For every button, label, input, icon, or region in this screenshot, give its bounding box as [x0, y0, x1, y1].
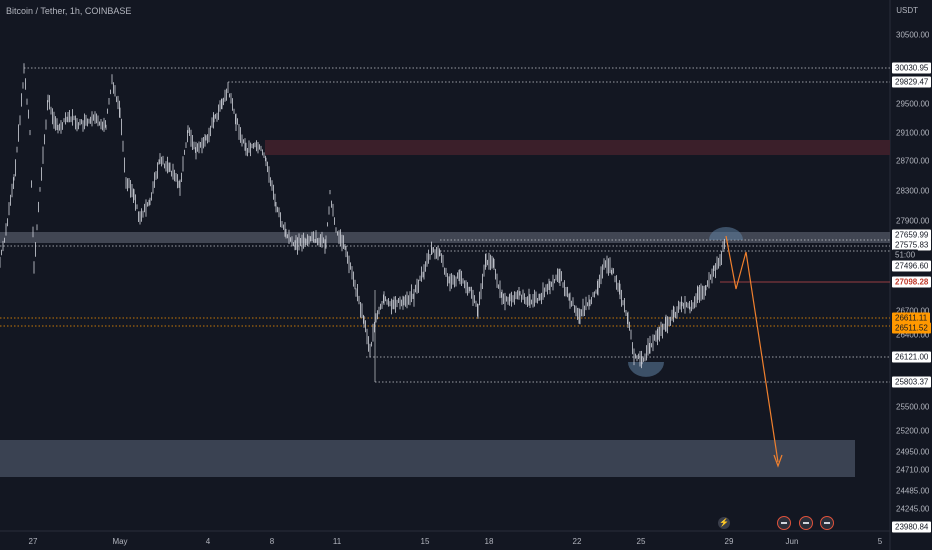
- x-tick: 22: [572, 537, 582, 546]
- event-icon[interactable]: [820, 516, 834, 530]
- y-tick: 24950.00: [896, 447, 930, 457]
- lightning-icon[interactable]: ⚡: [718, 517, 730, 529]
- x-tick: 8: [269, 537, 275, 546]
- y-tick: 25200.00: [896, 426, 930, 436]
- projection-arrowhead: [773, 454, 783, 468]
- y-tick: 25500.00: [896, 402, 930, 412]
- x-tick: Jun: [785, 537, 799, 546]
- y-tick: 24485.00: [896, 486, 930, 496]
- price-candles: [0, 63, 725, 369]
- price-label: 26121.00: [892, 351, 932, 363]
- support-resistance-zone: [0, 232, 890, 243]
- price-label: 26611.11: [892, 312, 931, 324]
- countdown-label: 51:00: [892, 249, 919, 261]
- x-tick: 18: [484, 537, 494, 546]
- x-tick: 4: [205, 537, 211, 546]
- x-tick: 29: [724, 537, 734, 546]
- projection-path: [725, 235, 779, 463]
- x-tick: 5: [877, 537, 883, 546]
- event-icon[interactable]: [799, 516, 813, 530]
- top-highlight-arc: [709, 227, 743, 240]
- y-tick: 26700.00: [896, 306, 930, 316]
- y-tick: 27900.00: [896, 216, 930, 226]
- y-tick: 28300.00: [896, 186, 930, 196]
- price-label: 27575.83: [892, 239, 932, 251]
- y-tick: 26400.00: [896, 330, 930, 340]
- x-tick: May: [112, 537, 128, 546]
- x-tick: 25: [636, 537, 646, 546]
- resistance-zone: [265, 140, 890, 155]
- current-price-label: 27098.28: [892, 276, 932, 288]
- y-tick: 29100.00: [896, 128, 930, 138]
- price-label: 23980.84: [892, 521, 932, 533]
- price-label: 30030.95: [892, 62, 932, 74]
- price-label: 25803.37: [892, 376, 932, 388]
- y-tick: 29500.00: [896, 99, 930, 109]
- x-tick: 27: [28, 537, 38, 546]
- y-tick: 24710.00: [896, 465, 930, 475]
- chart-title: Bitcoin / Tether, 1h, COINBASE: [6, 6, 132, 16]
- target-zone: [0, 440, 855, 477]
- event-icon[interactable]: [777, 516, 791, 530]
- price-label: 26511.52: [892, 322, 931, 334]
- y-tick: 28700.00: [896, 156, 930, 166]
- currency-label: USDT: [896, 6, 918, 15]
- x-tick: 15: [420, 537, 430, 546]
- x-tick: 11: [332, 537, 342, 546]
- price-label: 27659.99: [892, 229, 932, 241]
- y-tick: 30500.00: [896, 30, 930, 40]
- bottom-highlight-arc: [628, 362, 664, 377]
- price-label: 27496.60: [892, 260, 932, 272]
- y-tick: 24245.00: [896, 504, 930, 514]
- price-label: 29829.47: [892, 76, 932, 88]
